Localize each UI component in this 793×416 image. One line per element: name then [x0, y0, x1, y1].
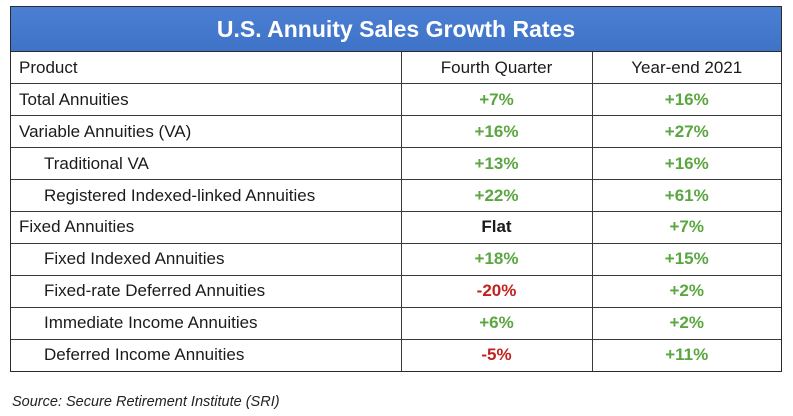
- table-row: Registered Indexed-linked Annuities +22%…: [11, 179, 781, 212]
- fourth-quarter-cell: Flat: [400, 210, 592, 244]
- table-row: Variable Annuities (VA) +16% +27%: [11, 115, 781, 148]
- source-note: Source: Secure Retirement Institute (SRI…: [12, 394, 280, 410]
- fourth-quarter-cell: +22%: [400, 179, 592, 212]
- table-row: Fixed-rate Deferred Annuities -20% +2%: [11, 274, 781, 308]
- table-row: Immediate Income Annuities +6% +2%: [11, 306, 781, 340]
- table-title: U.S. Annuity Sales Growth Rates: [11, 7, 781, 52]
- year-end-cell: +15%: [591, 242, 781, 276]
- column-header-product: Product: [19, 57, 78, 77]
- table-row: Total Annuities +7% +16%: [11, 83, 781, 116]
- product-cell: Registered Indexed-linked Annuities: [11, 179, 401, 212]
- table-row: Fixed Annuities Flat +7%: [11, 210, 781, 244]
- fourth-quarter-cell: +6%: [400, 306, 592, 340]
- product-cell: Immediate Income Annuities: [11, 306, 401, 340]
- year-end-cell: +2%: [591, 274, 781, 308]
- year-end-cell: +16%: [591, 147, 781, 180]
- year-end-cell: +27%: [591, 115, 781, 148]
- table-header-row: Product Fourth Quarter Year-end 2021: [11, 52, 781, 84]
- product-cell: Fixed-rate Deferred Annuities: [11, 274, 401, 308]
- product-cell: Variable Annuities (VA): [11, 115, 401, 148]
- product-cell: Fixed Annuities: [11, 210, 401, 244]
- fourth-quarter-cell: +13%: [400, 147, 592, 180]
- growth-rates-table-frame: U.S. Annuity Sales Growth Rates Product …: [10, 6, 782, 372]
- fourth-quarter-cell: +18%: [400, 242, 592, 276]
- table-row: Fixed Indexed Annuities +18% +15%: [11, 242, 781, 276]
- year-end-cell: +7%: [591, 210, 781, 244]
- column-header-fourth-quarter: Fourth Quarter: [400, 52, 592, 84]
- product-cell: Total Annuities: [11, 83, 401, 116]
- fourth-quarter-cell: +7%: [400, 83, 592, 116]
- fourth-quarter-cell: -5%: [400, 338, 592, 371]
- fourth-quarter-cell: -20%: [400, 274, 592, 308]
- table-row: Traditional VA +13% +16%: [11, 147, 781, 180]
- table-row: Deferred Income Annuities -5% +11%: [11, 338, 781, 371]
- growth-rates-table: Product Fourth Quarter Year-end 2021 Tot…: [11, 52, 781, 371]
- column-header-year-end: Year-end 2021: [591, 52, 781, 84]
- year-end-cell: +16%: [591, 83, 781, 116]
- year-end-cell: +11%: [591, 338, 781, 371]
- product-cell: Deferred Income Annuities: [11, 338, 401, 371]
- year-end-cell: +61%: [591, 179, 781, 212]
- product-cell: Fixed Indexed Annuities: [11, 242, 401, 276]
- fourth-quarter-cell: +16%: [400, 115, 592, 148]
- product-cell: Traditional VA: [11, 147, 401, 180]
- year-end-cell: +2%: [591, 306, 781, 340]
